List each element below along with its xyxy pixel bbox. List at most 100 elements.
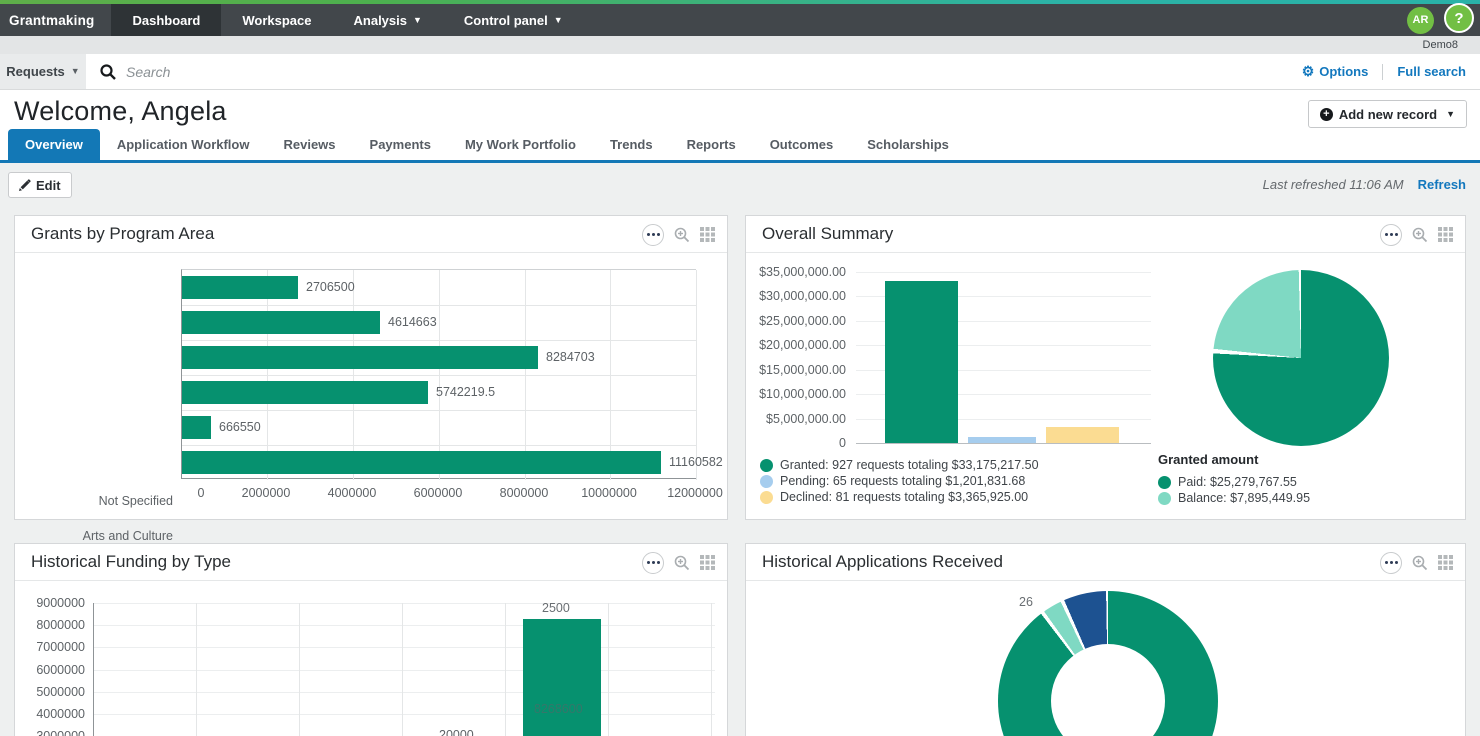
x-tick: 12000000 xyxy=(655,486,735,500)
add-new-record-button[interactable]: + Add new record ▼ xyxy=(1308,100,1467,128)
bar-education[interactable] xyxy=(182,381,428,404)
grid-view-icon[interactable] xyxy=(1438,555,1453,570)
grid-view-icon[interactable] xyxy=(700,555,715,570)
legend-item-balance: Balance: $7,895,449.95 xyxy=(1158,491,1310,505)
bar-health-and-human-services[interactable] xyxy=(182,451,661,474)
bar-environment[interactable] xyxy=(182,416,211,439)
environment-bar: Demo8 xyxy=(0,36,1480,54)
card-grants-by-program-area: Grants by Program Area Not Specified Art… xyxy=(14,215,728,520)
x-tick: 4000000 xyxy=(312,486,392,500)
pie-chart[interactable] xyxy=(1213,270,1389,446)
bar-declined[interactable] xyxy=(1046,427,1119,443)
y-tick: $25,000,000.00 xyxy=(750,314,846,328)
bar-value: 666550 xyxy=(219,420,261,434)
grid-view-icon[interactable] xyxy=(1438,227,1453,242)
edit-button[interactable]: Edit xyxy=(8,172,72,198)
bar-inner-value: 8268600 xyxy=(534,702,583,716)
zoom-in-icon[interactable] xyxy=(674,227,690,243)
y-tick: $20,000,000.00 xyxy=(750,338,846,352)
more-options-icon[interactable] xyxy=(1380,552,1402,574)
y-tick: $15,000,000.00 xyxy=(750,363,846,377)
zoom-in-icon[interactable] xyxy=(1412,227,1428,243)
chevron-down-icon: ▼ xyxy=(413,16,422,25)
top-navbar: Grantmaking Dashboard Workspace Analysis… xyxy=(0,4,1480,36)
nav-item-control-panel[interactable]: Control panel ▼ xyxy=(443,4,584,36)
y-tick: $5,000,000.00 xyxy=(750,412,846,426)
card-header: Historical Applications Received xyxy=(746,544,1465,581)
card-title: Overall Summary xyxy=(762,224,893,244)
tab-my-work-portfolio[interactable]: My Work Portfolio xyxy=(448,129,593,160)
bar-value: 5742219.5 xyxy=(436,385,495,399)
y-tick: 0 xyxy=(750,436,846,450)
bar-civics-and-community[interactable] xyxy=(182,346,538,369)
card-actions xyxy=(1380,544,1453,581)
x-tick: 6000000 xyxy=(398,486,478,500)
card-header: Overall Summary xyxy=(746,216,1465,253)
legend-item-paid: Paid: $25,279,767.55 xyxy=(1158,475,1297,489)
card-header: Grants by Program Area xyxy=(15,216,727,253)
card-actions xyxy=(1380,216,1453,253)
user-avatar[interactable]: AR xyxy=(1407,7,1434,34)
y-tick: 6000000 xyxy=(23,663,85,677)
nav-item-dashboard[interactable]: Dashboard xyxy=(111,4,221,36)
tab-outcomes[interactable]: Outcomes xyxy=(753,129,851,160)
bar-granted[interactable] xyxy=(885,281,958,443)
more-options-icon[interactable] xyxy=(642,224,664,246)
help-button[interactable]: ? xyxy=(1444,3,1474,33)
legend-dot xyxy=(1158,492,1171,505)
y-tick: 7000000 xyxy=(23,640,85,654)
tab-scholarships[interactable]: Scholarships xyxy=(850,129,966,160)
options-button[interactable]: ⚙ Options xyxy=(1302,63,1369,80)
legend-item-declined: Declined: 81 requests totaling $3,365,92… xyxy=(760,490,1028,504)
nav-item-workspace[interactable]: Workspace xyxy=(221,4,332,36)
last-refreshed-text: Last refreshed 11:06 AM xyxy=(1263,177,1404,192)
bar-pending[interactable] xyxy=(968,437,1036,443)
card-historical-funding-by-type: Historical Funding by Type 9000000 80000… xyxy=(14,543,728,736)
card-actions xyxy=(642,544,715,581)
y-axis-line xyxy=(93,603,94,736)
tab-trends[interactable]: Trends xyxy=(593,129,670,160)
zoom-in-icon[interactable] xyxy=(1412,555,1428,571)
search-icon xyxy=(100,64,116,80)
y-tick: 4000000 xyxy=(23,707,85,721)
grid-view-icon[interactable] xyxy=(700,227,715,242)
refresh-link[interactable]: Refresh xyxy=(1418,177,1466,192)
card-title: Historical Applications Received xyxy=(762,552,1003,572)
card-title: Historical Funding by Type xyxy=(31,552,231,572)
pencil-icon xyxy=(19,179,31,191)
tab-payments[interactable]: Payments xyxy=(353,129,448,160)
search-input[interactable] xyxy=(116,64,1302,80)
bar-arts-and-culture[interactable] xyxy=(182,311,380,334)
full-search-link[interactable]: Full search xyxy=(1397,64,1466,79)
x-tick: 10000000 xyxy=(569,486,649,500)
search-box xyxy=(86,54,1302,89)
legend-dot xyxy=(760,475,773,488)
bar-value: 2706500 xyxy=(306,280,355,294)
pie-legend-title: Granted amount xyxy=(1158,452,1258,467)
more-options-icon[interactable] xyxy=(642,552,664,574)
y-tick: $10,000,000.00 xyxy=(750,387,846,401)
tab-overview[interactable]: Overview xyxy=(8,129,100,160)
bar-value: 4614663 xyxy=(388,315,437,329)
plus-circle-icon: + xyxy=(1320,108,1333,121)
more-options-icon[interactable] xyxy=(1380,224,1402,246)
page-title: Welcome, Angela xyxy=(14,96,227,127)
bar-not-specified[interactable] xyxy=(182,276,298,299)
tab-reports[interactable]: Reports xyxy=(670,129,753,160)
legend-item-granted: Granted: 927 requests totaling $33,175,2… xyxy=(760,458,1039,472)
y-tick: $35,000,000.00 xyxy=(750,265,846,279)
category-label: Not Specified xyxy=(23,494,173,508)
tab-application-workflow[interactable]: Application Workflow xyxy=(100,129,267,160)
nav-item-analysis[interactable]: Analysis ▼ xyxy=(333,4,443,36)
x-tick: 8000000 xyxy=(484,486,564,500)
search-scope-dropdown[interactable]: Requests ▼ xyxy=(0,54,86,89)
legend-dot xyxy=(760,491,773,504)
tab-reviews[interactable]: Reviews xyxy=(266,129,352,160)
legend-item-pending: Pending: 65 requests totaling $1,201,831… xyxy=(760,474,1025,488)
zoom-in-icon[interactable] xyxy=(674,555,690,571)
chevron-down-icon: ▼ xyxy=(1446,110,1455,119)
environment-label: Demo8 xyxy=(1423,39,1458,51)
gear-icon: ⚙ xyxy=(1302,63,1315,80)
bar-funding-type[interactable] xyxy=(523,619,601,736)
chevron-down-icon: ▼ xyxy=(554,16,563,25)
